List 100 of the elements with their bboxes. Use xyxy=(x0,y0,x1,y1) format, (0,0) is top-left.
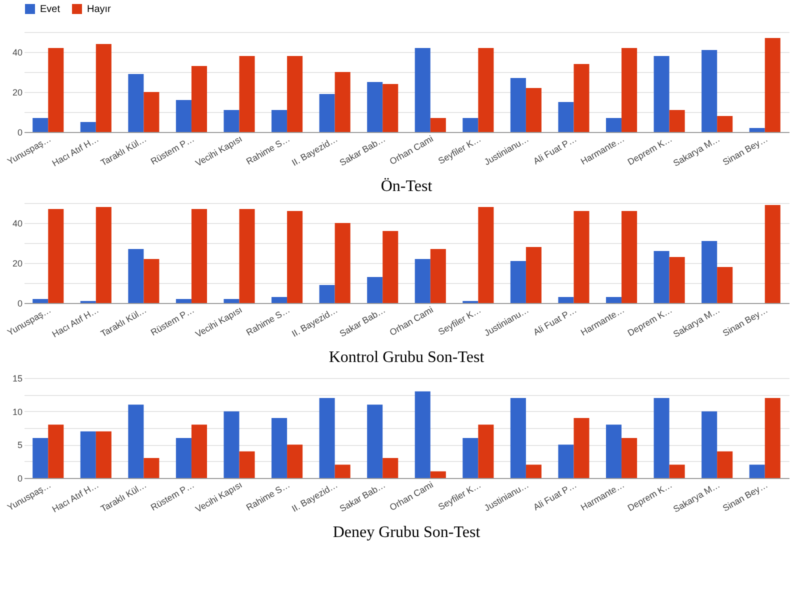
bar xyxy=(414,48,430,132)
bar xyxy=(764,38,780,132)
legend-label: Evet xyxy=(40,4,60,15)
bar xyxy=(80,431,96,478)
y-tick-label: 20 xyxy=(12,258,22,268)
bar xyxy=(272,297,288,303)
bar xyxy=(462,438,478,478)
bar xyxy=(239,451,255,478)
bar xyxy=(96,207,112,303)
bar xyxy=(574,64,590,132)
bar xyxy=(430,471,446,478)
bar xyxy=(702,411,718,478)
bar xyxy=(526,247,542,303)
bar xyxy=(319,94,335,132)
bar xyxy=(478,424,494,478)
bar xyxy=(334,464,350,478)
bar xyxy=(144,458,160,478)
bar xyxy=(622,438,638,478)
bar xyxy=(32,299,48,303)
bar xyxy=(367,404,383,478)
bar xyxy=(764,205,780,303)
bar xyxy=(224,299,240,303)
bar xyxy=(702,50,718,132)
bar xyxy=(128,404,144,478)
bar xyxy=(510,261,526,303)
x-tick-label: Sinan Bey… xyxy=(721,134,770,168)
bar xyxy=(574,418,590,478)
x-tick-label: Orhan Cami xyxy=(388,134,435,167)
bar xyxy=(128,249,144,303)
bar xyxy=(717,451,733,478)
bar xyxy=(654,56,670,132)
bar xyxy=(622,48,638,132)
bar xyxy=(144,92,160,132)
x-tick-label: Ali Fuat P… xyxy=(532,304,578,338)
bar xyxy=(654,251,670,303)
y-tick-label: 20 xyxy=(12,88,22,98)
bar xyxy=(191,209,208,303)
bar xyxy=(669,257,685,303)
y-tick-label: 40 xyxy=(12,218,22,228)
bar xyxy=(367,82,383,132)
bar xyxy=(749,128,765,132)
bar xyxy=(654,398,670,478)
bar xyxy=(96,431,112,478)
bar xyxy=(717,116,733,132)
bar xyxy=(287,444,303,478)
x-tick-label: Orhan Cami xyxy=(388,304,435,338)
bar xyxy=(702,241,718,303)
x-tick-label: Sinan Bey… xyxy=(721,304,770,338)
x-tick-label: Hacı Atıf H… xyxy=(50,304,100,340)
y-tick-label: 5 xyxy=(17,440,22,450)
bar xyxy=(430,118,446,132)
x-tick-label: Ali Fuat P… xyxy=(532,134,578,166)
y-tick-label: 0 xyxy=(17,298,22,308)
bar xyxy=(144,259,160,303)
bar xyxy=(764,398,780,478)
text: Kontrol Grubu Son-Test xyxy=(328,349,485,366)
bar xyxy=(606,118,622,132)
x-tick-label: Orhan Cami xyxy=(388,480,435,513)
x-tick-label: Hacı Atıf H… xyxy=(50,134,100,168)
bar xyxy=(367,277,383,303)
text: Ön-Test xyxy=(380,178,433,196)
bar xyxy=(510,78,526,132)
bar xyxy=(558,444,574,478)
bar xyxy=(749,464,765,478)
y-tick-label: 0 xyxy=(17,128,22,138)
bar xyxy=(478,48,494,132)
bar xyxy=(191,424,208,478)
bar xyxy=(287,56,303,132)
bar xyxy=(32,118,48,132)
bar xyxy=(414,391,430,478)
bar xyxy=(430,249,446,303)
bar xyxy=(272,418,288,478)
bar xyxy=(272,110,288,132)
bar xyxy=(224,411,240,478)
bar xyxy=(558,297,574,303)
bar xyxy=(382,458,398,478)
bar xyxy=(319,285,335,303)
y-tick-label: 15 xyxy=(12,374,22,384)
x-tick-label: Sinan Bey… xyxy=(721,480,770,514)
bar xyxy=(32,438,48,478)
bar xyxy=(176,438,192,478)
bar xyxy=(319,398,335,478)
y-tick-label: 40 xyxy=(12,48,22,58)
bar xyxy=(128,74,144,132)
y-tick-label: 0 xyxy=(17,474,22,484)
bar xyxy=(669,464,685,478)
bar xyxy=(334,72,350,132)
bar xyxy=(48,209,64,303)
bar xyxy=(176,299,192,303)
bar xyxy=(669,110,685,132)
bar xyxy=(414,259,430,303)
bar xyxy=(48,48,64,132)
bar xyxy=(526,464,542,478)
y-tick-label: 10 xyxy=(12,406,22,417)
bar xyxy=(239,56,255,132)
legend-label: Hayır xyxy=(87,4,112,15)
bar xyxy=(717,267,733,303)
bar xyxy=(558,102,574,132)
x-tick-label: Ali Fuat P… xyxy=(532,480,578,512)
bar xyxy=(606,297,622,303)
